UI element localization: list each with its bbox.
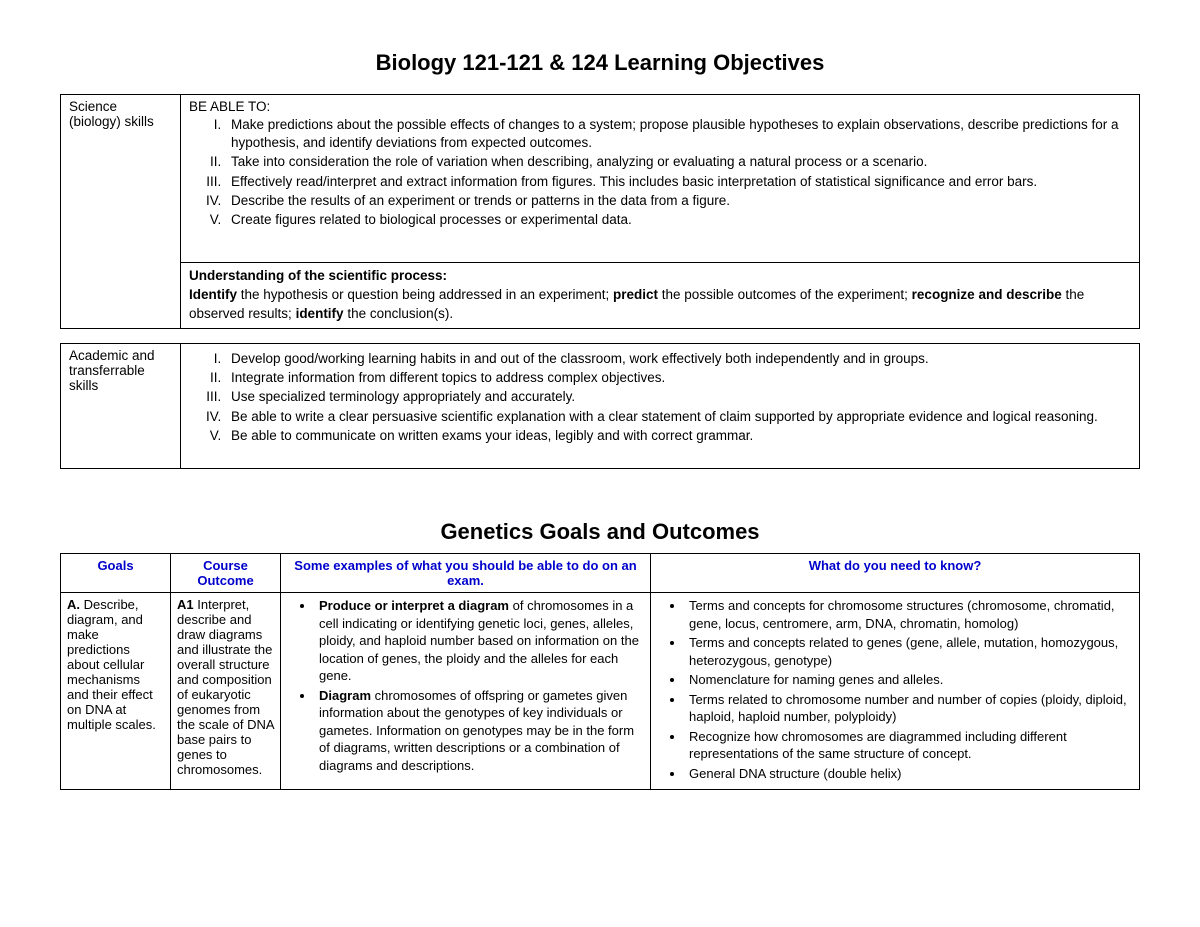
scientific-process-heading: Understanding of the scientific process: [189,268,447,283]
list-item: Take into consideration the role of vari… [225,153,1131,171]
header-know: What do you need to know? [651,554,1140,593]
list-item: General DNA structure (double helix) [685,765,1133,783]
list-item: Create figures related to biological pro… [225,211,1131,229]
skills-table-1: Science (biology) skills BE ABLE TO: Mak… [60,94,1140,329]
scientific-process-body: Identify the hypothesis or question bein… [189,287,1084,321]
header-examples: Some examples of what you should be able… [281,554,651,593]
academic-skills-list: Develop good/working learning habits in … [189,350,1131,445]
academic-skills-content: Develop good/working learning habits in … [181,343,1140,468]
academic-skills-label: Academic and transferrable skills [61,343,181,468]
list-item: Recognize how chromosomes are diagrammed… [685,728,1133,763]
genetics-table: Goals Course Outcome Some examples of wh… [60,553,1140,789]
header-goals: Goals [61,554,171,593]
list-item: Integrate information from different top… [225,369,1131,387]
list-item: Effectively read/interpret and extract i… [225,173,1131,191]
list-item: Be able to write a clear persuasive scie… [225,408,1131,426]
science-skills-label: Science (biology) skills [61,95,181,329]
examples-cell: Produce or interpret a diagram of chromo… [281,593,651,789]
list-item: Make predictions about the possible effe… [225,116,1131,152]
list-item: Terms related to chromosome number and n… [685,691,1133,726]
goals-cell: A. Describe, diagram, and make predictio… [61,593,171,789]
header-outcome: Course Outcome [171,554,281,593]
list-item: Terms and concepts related to genes (gen… [685,634,1133,669]
page-title: Biology 121-121 & 124 Learning Objective… [60,50,1140,76]
list-item: Diagram chromosomes of offspring or game… [315,687,644,775]
list-item: Describe the results of an experiment or… [225,192,1131,210]
table-row: A. Describe, diagram, and make predictio… [61,593,1140,789]
science-skills-content: BE ABLE TO: Make predictions about the p… [181,95,1140,263]
list-item: Nomenclature for naming genes and allele… [685,671,1133,689]
science-skills-list: Make predictions about the possible effe… [189,116,1131,229]
know-cell: Terms and concepts for chromosome struct… [651,593,1140,789]
list-item: Terms and concepts for chromosome struct… [685,597,1133,632]
list-item: Be able to communicate on written exams … [225,427,1131,445]
scientific-process-cell: Understanding of the scientific process:… [181,263,1140,329]
be-able-to-intro: BE ABLE TO: [189,99,1131,114]
list-item: Develop good/working learning habits in … [225,350,1131,368]
skills-table-2: Academic and transferrable skills Develo… [60,343,1140,469]
examples-list: Produce or interpret a diagram of chromo… [287,597,644,774]
outcome-cell: A1 Interpret, describe and draw diagrams… [171,593,281,789]
list-item: Produce or interpret a diagram of chromo… [315,597,644,685]
genetics-title: Genetics Goals and Outcomes [60,519,1140,545]
know-list: Terms and concepts for chromosome struct… [657,597,1133,782]
list-item: Use specialized terminology appropriatel… [225,388,1131,406]
